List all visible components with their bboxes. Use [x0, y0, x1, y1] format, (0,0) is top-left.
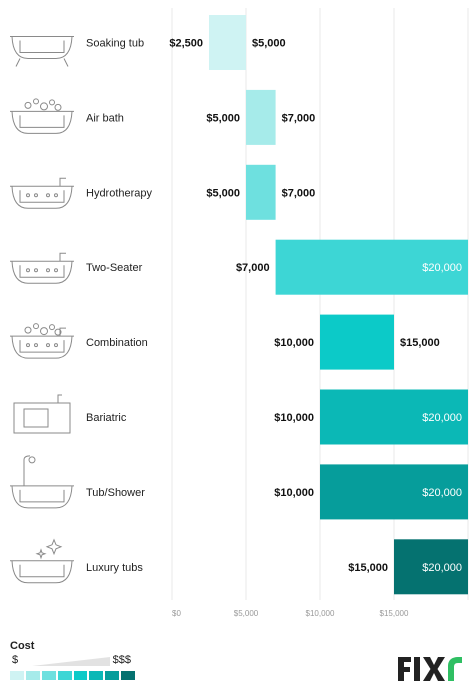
max-value-label: $20,000 — [422, 487, 462, 499]
min-value-label: $5,000 — [206, 187, 240, 199]
category-label: Air bath — [86, 112, 124, 124]
range-bar — [320, 464, 468, 520]
legend-swatch — [73, 671, 88, 680]
legend-swatch — [10, 671, 24, 680]
min-value-label: $15,000 — [348, 562, 388, 574]
category-label: Two-Seater — [86, 262, 143, 274]
max-value-label: $7,000 — [282, 112, 316, 124]
two-seater-icon — [10, 252, 74, 284]
x-tick-label: $15,000 — [380, 609, 409, 618]
chart-row: Soaking tub $2,500 $5,000 — [10, 15, 286, 70]
range-bar — [320, 389, 468, 445]
range-bar — [209, 15, 246, 70]
min-value-label: $10,000 — [274, 337, 314, 349]
chart-row: Combination $10,000 $15,000 — [10, 314, 440, 370]
legend-swatches — [10, 671, 135, 680]
range-bar — [246, 164, 276, 220]
legend-swatch — [89, 671, 104, 680]
fixr-logo — [396, 654, 466, 684]
legend-swatch — [57, 671, 72, 680]
legend-scale: $ $$$ — [10, 654, 135, 668]
chart-row: Two-Seater $7,000 $20,000 — [10, 239, 468, 295]
range-bar — [275, 239, 468, 295]
fixr-logo-mark — [398, 657, 462, 681]
tub-shower-icon — [10, 455, 74, 509]
x-tick-label: $0 — [172, 609, 181, 618]
range-bar — [394, 539, 468, 595]
legend-swatch — [41, 671, 56, 680]
min-value-label: $10,000 — [274, 412, 314, 424]
legend-swatch — [121, 671, 135, 680]
category-label: Combination — [86, 337, 148, 349]
min-value-label: $2,500 — [169, 38, 203, 50]
max-value-label: $5,000 — [252, 38, 286, 50]
hydrotherapy-icon — [10, 177, 74, 209]
chart-row: Air bath $5,000 $7,000 — [10, 89, 316, 145]
chart-row: Tub/Shower $10,000 $20,000 — [10, 455, 468, 520]
range-bar — [246, 89, 276, 145]
range-bar — [320, 314, 394, 370]
luxury-tub-icon — [10, 538, 74, 584]
chart-row: Bariatric $10,000 $20,000 — [13, 389, 468, 445]
min-value-label: $7,000 — [236, 262, 270, 274]
max-value-label: $15,000 — [400, 337, 440, 349]
category-label: Soaking tub — [86, 38, 144, 50]
soaking-tub-icon — [10, 36, 74, 67]
chart-row: Hydrotherapy $5,000 $7,000 — [10, 164, 316, 220]
x-tick-label: $5,000 — [234, 609, 259, 618]
max-value-label: $20,000 — [422, 412, 462, 424]
combination-icon — [10, 323, 74, 359]
cost-range-chart: $0 $5,000 $10,000 $15,000 Soaking tub $2,500 $… — [10, 8, 469, 618]
legend-title: Cost — [10, 640, 35, 652]
bariatric-icon — [13, 394, 71, 434]
category-label: Bariatric — [86, 412, 127, 424]
min-value-label: $10,000 — [274, 487, 314, 499]
category-label: Luxury tubs — [86, 562, 143, 574]
legend-swatch — [105, 671, 120, 680]
air-bath-icon — [10, 98, 74, 134]
category-label: Hydrotherapy — [86, 187, 153, 199]
cost-legend: Cost $ $$$ — [10, 640, 135, 680]
chart-row: Luxury tubs $15,000 $20,000 — [10, 538, 468, 595]
legend-wedge — [32, 657, 110, 666]
max-value-label: $7,000 — [282, 187, 316, 199]
legend-max-label: $$$ — [112, 654, 131, 666]
min-value-label: $5,000 — [206, 112, 240, 124]
max-value-label: $20,000 — [422, 562, 462, 574]
legend-swatch — [25, 671, 40, 680]
category-label: Tub/Shower — [86, 487, 145, 499]
x-tick-label: $10,000 — [306, 609, 335, 618]
legend-min-label: $ — [12, 654, 19, 666]
max-value-label: $20,000 — [422, 262, 462, 274]
